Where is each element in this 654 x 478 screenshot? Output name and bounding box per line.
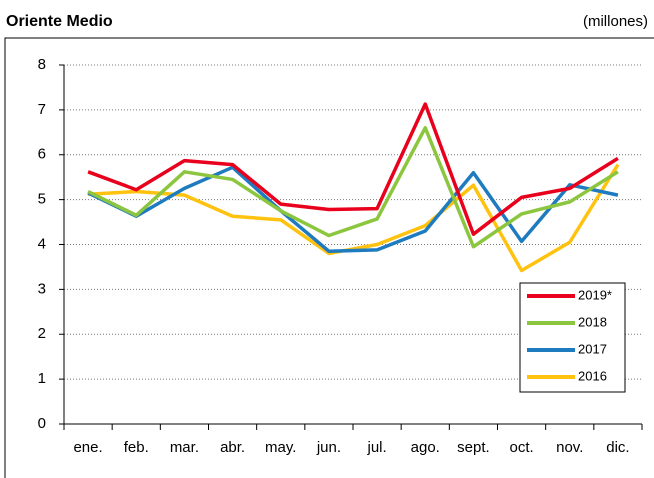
legend-label: 2018 — [578, 314, 607, 329]
series-line — [87, 126, 619, 249]
x-tick-label: ene. — [73, 439, 102, 456]
x-tick-label: sept. — [457, 439, 490, 456]
y-tick-label: 4 — [38, 235, 46, 252]
legend-label: 2019* — [578, 287, 612, 302]
x-tick-label: dic. — [606, 439, 629, 456]
x-tick-label: may. — [265, 439, 296, 456]
legend-label: 2017 — [578, 341, 607, 356]
x-tick-label: jul. — [366, 439, 386, 456]
x-tick-label: abr. — [220, 439, 245, 456]
x-tick-label: jun. — [316, 439, 341, 456]
chart-subtitle: (millones) — [583, 13, 648, 30]
x-tick-label: feb. — [124, 439, 149, 456]
y-tick-label: 3 — [38, 280, 46, 297]
x-tick-label: ago. — [411, 439, 440, 456]
y-tick-label: 2 — [38, 325, 46, 342]
frame — [4, 37, 654, 478]
series-line — [87, 102, 619, 236]
x-tick-label: nov. — [556, 439, 583, 456]
series-line — [87, 165, 619, 253]
x-tick-label: oct. — [509, 439, 533, 456]
chart-title: Oriente Medio — [6, 13, 113, 30]
legend-box — [519, 282, 626, 393]
y-tick-label: 5 — [38, 191, 46, 208]
x-tick-label: mar. — [170, 439, 199, 456]
series-line — [87, 163, 620, 273]
y-tick-label: 0 — [38, 415, 46, 432]
y-tick-label: 8 — [38, 56, 46, 73]
y-tick-label: 6 — [38, 146, 46, 163]
y-tick-label: 1 — [38, 370, 46, 387]
y-tick-label: 7 — [38, 101, 46, 118]
legend-label: 2016 — [578, 368, 607, 383]
